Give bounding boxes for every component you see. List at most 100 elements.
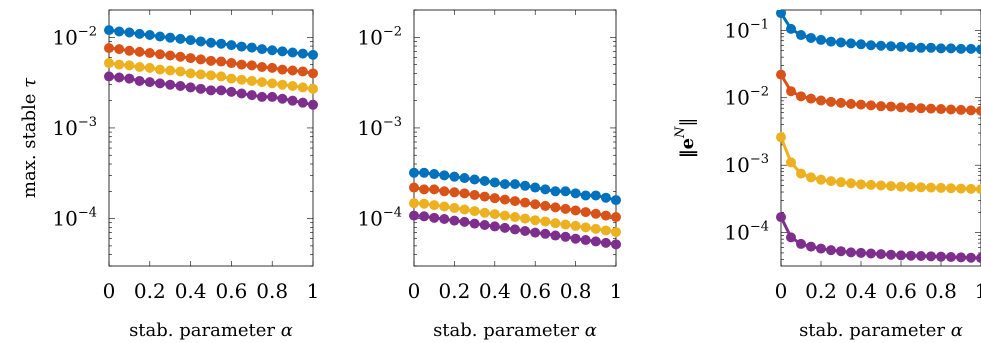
data-point — [226, 40, 237, 51]
data-point — [429, 184, 440, 195]
data-point — [580, 207, 591, 218]
data-point — [540, 228, 551, 239]
data-point — [856, 179, 866, 190]
data-point — [449, 215, 460, 226]
data-point — [776, 69, 786, 80]
data-point — [236, 88, 247, 99]
x-tick-label: 0 — [775, 279, 788, 303]
data-point — [479, 191, 490, 202]
data-point — [267, 62, 278, 73]
data-point — [826, 176, 836, 187]
data-point — [419, 198, 430, 209]
data-point — [916, 182, 926, 193]
data-point — [287, 47, 298, 58]
data-point — [896, 41, 906, 52]
data-point — [886, 181, 896, 192]
data-point — [134, 75, 145, 86]
data-point — [786, 23, 796, 34]
data-point — [277, 93, 288, 104]
data-point — [144, 62, 155, 73]
data-point — [846, 247, 856, 258]
data-point — [540, 184, 551, 195]
axis-frame — [108, 9, 314, 267]
data-point — [439, 186, 450, 197]
data-point — [144, 48, 155, 59]
data-point — [257, 77, 267, 88]
y-tick-label: 10−2 — [724, 85, 769, 110]
data-point — [876, 101, 886, 112]
data-point — [185, 68, 196, 79]
data-point — [796, 30, 806, 41]
data-point — [570, 233, 581, 244]
data-point — [459, 188, 470, 199]
y-tick-label: 10−4 — [52, 206, 97, 231]
data-point — [499, 222, 510, 233]
data-point — [469, 206, 480, 217]
data-point — [297, 82, 308, 93]
data-point — [175, 33, 186, 44]
data-point — [165, 50, 176, 61]
data-point — [520, 225, 531, 236]
data-point — [297, 97, 308, 108]
data-point — [308, 68, 318, 79]
y-tick-label: 10−3 — [357, 115, 402, 140]
x-axis-label: stab. parameter α — [799, 320, 963, 341]
data-point — [439, 201, 450, 212]
data-point — [297, 48, 308, 59]
data-point — [114, 59, 125, 70]
data-point — [876, 40, 886, 51]
data-point — [560, 231, 571, 242]
data-point — [550, 186, 561, 197]
data-point — [257, 91, 267, 102]
panel-max-stable-tau-second: 0 0.2 0.4 0.6 0.8 1 10−4 10−3 10−2 stab. paramete… — [357, 9, 622, 341]
data-point — [236, 74, 247, 85]
data-point — [409, 210, 419, 221]
data-point — [439, 213, 450, 224]
data-point — [267, 78, 278, 89]
x-tick-label: 0 — [103, 279, 116, 303]
data-point — [469, 174, 480, 185]
data-point — [946, 43, 956, 54]
data-point — [826, 36, 836, 47]
data-point — [786, 232, 796, 243]
data-point — [796, 238, 806, 249]
data-point — [916, 103, 926, 114]
data-point — [976, 253, 981, 264]
data-point — [155, 64, 165, 75]
x-tick-label: 0.8 — [560, 279, 592, 303]
data-point — [926, 182, 936, 193]
data-point — [856, 247, 866, 258]
data-point — [946, 183, 956, 194]
axis-frame — [413, 9, 617, 267]
data-point — [826, 96, 836, 107]
data-point — [287, 81, 298, 92]
data-point — [185, 82, 196, 93]
data-point — [510, 179, 520, 190]
data-point — [786, 157, 796, 168]
data-point — [856, 99, 866, 110]
data-point — [520, 213, 531, 224]
data-point — [570, 220, 581, 231]
x-tick-label: 0.4 — [479, 279, 511, 303]
data-point — [926, 103, 936, 114]
data-point — [846, 178, 856, 189]
data-point — [916, 251, 926, 262]
data-point — [550, 230, 561, 241]
data-point — [195, 54, 206, 65]
x-tick-label: 0.2 — [438, 279, 470, 303]
data-point — [499, 210, 510, 221]
data-point — [836, 97, 846, 108]
data-point — [469, 218, 480, 229]
data-point — [966, 252, 976, 263]
data-point — [836, 177, 846, 188]
data-point — [976, 105, 981, 116]
data-point — [439, 170, 450, 181]
data-point — [946, 252, 956, 263]
data-point — [550, 202, 561, 213]
data-point — [796, 168, 806, 179]
data-point — [886, 41, 896, 52]
data-point — [449, 202, 460, 213]
data-point — [267, 91, 278, 102]
data-point — [429, 212, 440, 223]
data-point — [896, 250, 906, 261]
